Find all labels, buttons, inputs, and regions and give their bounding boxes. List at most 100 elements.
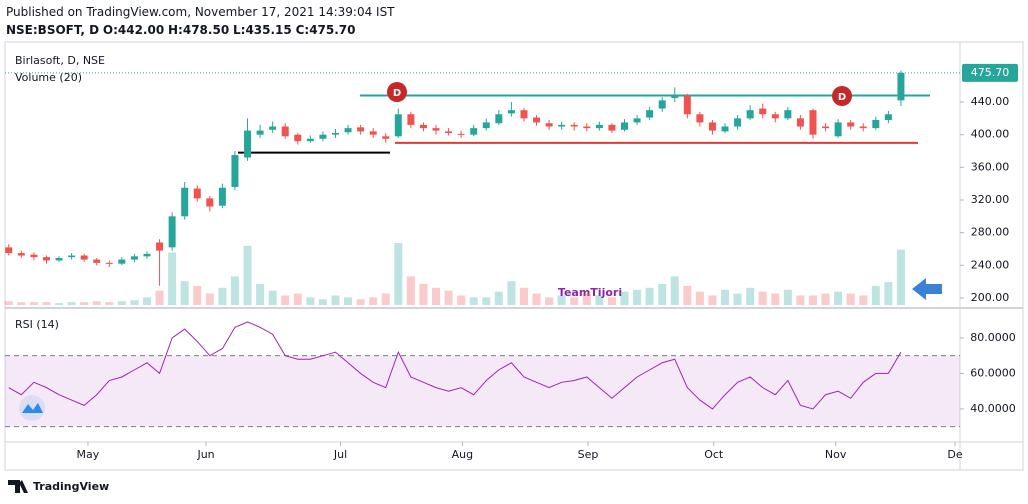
volume-bar	[633, 289, 642, 305]
rsi-band	[5, 355, 960, 427]
volume-bar	[318, 299, 327, 305]
candle-body	[533, 117, 541, 123]
volume-bar	[482, 297, 491, 305]
volume-bar	[230, 276, 239, 305]
volume-bar	[771, 293, 780, 305]
symbol: NSE:BSOFT, D	[6, 23, 100, 37]
candle-body	[231, 155, 239, 187]
candle-body	[281, 126, 289, 137]
y-tick-label: 360.00	[971, 160, 1010, 173]
ohlc: O:442.00	[102, 23, 165, 37]
logo-badge	[19, 395, 45, 421]
y-tick-label: 200.00	[971, 291, 1010, 304]
candle-body	[545, 123, 553, 127]
candle-body	[834, 122, 842, 137]
rsi-y-tick-label: 60.0000	[970, 366, 1016, 379]
volume-bar	[834, 291, 843, 305]
candle-body	[93, 259, 101, 263]
volume-bar	[620, 291, 629, 305]
volume-bar	[281, 295, 290, 305]
volume-bar	[193, 285, 202, 305]
ohlc: H:478.50	[168, 23, 230, 37]
candle-body	[608, 124, 616, 131]
candle-body	[734, 118, 742, 127]
candle-body	[42, 257, 50, 261]
rsi-y-tick-label: 40.0000	[970, 402, 1016, 415]
candle-body	[708, 122, 716, 131]
candle-body	[218, 187, 226, 206]
volume-bar	[545, 297, 554, 305]
candle-body	[143, 253, 151, 257]
volume-bar	[557, 295, 566, 305]
candle-body	[294, 134, 302, 142]
volume-bar	[582, 293, 591, 305]
volume-bar	[783, 289, 792, 305]
volume-bar	[519, 287, 528, 305]
candle-body	[583, 126, 591, 129]
volume-bar	[105, 302, 114, 305]
volume-bar	[394, 243, 403, 305]
volume-bar	[205, 293, 214, 305]
volume-bar	[117, 301, 126, 305]
volume-bar	[67, 302, 76, 305]
header: Published on TradingView.com, November 1…	[6, 3, 395, 39]
candle-body	[696, 114, 704, 123]
candle-body	[796, 118, 804, 127]
volume-bar	[432, 287, 441, 305]
y-tick-label: 280.00	[971, 226, 1010, 239]
candle-body	[809, 110, 817, 135]
candle-body	[17, 253, 25, 256]
ohlc: C:475.70	[295, 23, 356, 37]
candle-body	[269, 126, 277, 130]
x-tick-label: Jun	[196, 448, 214, 461]
brand: TradingView	[33, 480, 109, 493]
candle-body	[746, 110, 754, 119]
x-tick-label: Sep	[578, 448, 599, 461]
volume-bar	[494, 291, 503, 305]
y-tick-label: 400.00	[971, 128, 1010, 141]
volume-bar	[293, 293, 302, 305]
volume-bar	[17, 302, 26, 305]
candle-body	[432, 128, 440, 131]
volume-bar	[758, 291, 767, 305]
volume-bar	[29, 302, 38, 305]
candle-body	[394, 114, 402, 137]
volume-bar	[369, 297, 378, 305]
candle-body	[68, 255, 76, 258]
volume-bar	[846, 293, 855, 305]
candle-body	[646, 110, 654, 118]
volume-bar	[130, 300, 139, 305]
volume-bar	[896, 249, 905, 305]
ohlc: L:435.15	[233, 23, 292, 37]
candle-body	[482, 122, 490, 129]
candle-body	[80, 255, 88, 260]
candle-body	[256, 130, 264, 135]
candle-body	[130, 256, 138, 260]
volume-bar	[331, 295, 340, 305]
volume-bar	[645, 287, 654, 305]
volume-bar	[218, 287, 227, 305]
volume-bar	[859, 295, 868, 305]
candle-body	[859, 126, 867, 129]
y-tick-label: 240.00	[971, 258, 1010, 271]
x-tick-label: Aug	[452, 448, 473, 461]
volume-bar	[796, 295, 805, 305]
chart-title: Birlasoft, D, NSE	[15, 54, 105, 67]
candle-body	[884, 114, 892, 120]
candle-body	[759, 108, 767, 115]
volume-bar	[607, 297, 616, 305]
volume-bar	[733, 293, 742, 305]
rsi-title: RSI (14)	[15, 318, 59, 331]
volume-bar	[256, 284, 265, 305]
rsi-y-tick-label: 80.0000	[970, 331, 1016, 344]
volume-bar	[168, 252, 177, 305]
dividend-label: D	[838, 92, 846, 103]
y-tick-label: 440.00	[971, 95, 1010, 108]
volume-bar	[808, 295, 817, 305]
volume-bar	[381, 293, 390, 305]
volume-bar	[746, 287, 755, 305]
volume-bar	[658, 284, 667, 305]
candle-body	[671, 95, 679, 98]
